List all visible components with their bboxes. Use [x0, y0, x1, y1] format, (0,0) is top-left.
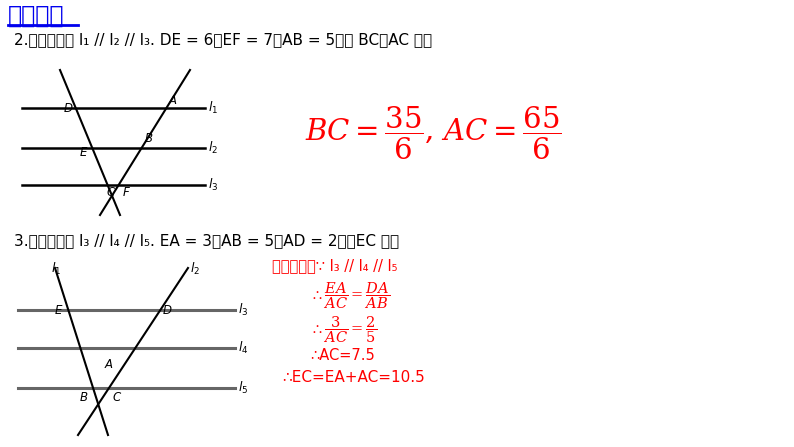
- Text: $l_1$: $l_1$: [51, 261, 61, 277]
- Text: $l_3$: $l_3$: [208, 177, 218, 193]
- Text: $l_3$: $l_3$: [238, 302, 249, 318]
- Text: $B$: $B$: [144, 132, 153, 146]
- Text: $\therefore\dfrac{3}{AC}=\dfrac{2}{5}$: $\therefore\dfrac{3}{AC}=\dfrac{2}{5}$: [310, 314, 377, 345]
- Text: $A$: $A$: [168, 93, 179, 106]
- Text: $\therefore\dfrac{EA}{AC}=\dfrac{DA}{AB}$: $\therefore\dfrac{EA}{AC}=\dfrac{DA}{AB}…: [310, 280, 391, 311]
- Text: $l_2$: $l_2$: [208, 140, 218, 156]
- Text: 2.如图，已知 l₁ // l₂ // l₃. DE = 6，EF = 7，AB = 5，求 BC，AC 的长: 2.如图，已知 l₁ // l₂ // l₃. DE = 6，EF = 7，AB…: [14, 32, 432, 47]
- Text: $C$: $C$: [106, 186, 116, 199]
- Text: $D$: $D$: [63, 102, 73, 115]
- Text: $C$: $C$: [112, 391, 122, 404]
- Text: $l_4$: $l_4$: [238, 340, 249, 356]
- Text: $B$: $B$: [79, 391, 88, 404]
- Text: $D$: $D$: [162, 304, 173, 316]
- Text: $A$: $A$: [104, 358, 114, 371]
- Text: $BC = \dfrac{35}{6}$, $AC = \dfrac{65}{6}$: $BC = \dfrac{35}{6}$, $AC = \dfrac{65}{6…: [305, 105, 561, 162]
- Text: ∴EC=EA+AC=10.5: ∴EC=EA+AC=10.5: [282, 370, 425, 385]
- Text: 拓展练习: 拓展练习: [8, 4, 64, 28]
- Text: $E$: $E$: [54, 304, 64, 316]
- Text: 3.如图，已知 l₃ // l₄ // l₅. EA = 3，AB = 5，AD = 2，求EC 的长: 3.如图，已知 l₃ // l₄ // l₅. EA = 3，AB = 5，AD…: [14, 233, 399, 248]
- Text: $l_5$: $l_5$: [238, 380, 249, 396]
- Text: 【解析】：∵ l₃ // l₄ // l₅: 【解析】：∵ l₃ // l₄ // l₅: [272, 258, 398, 273]
- Text: $E$: $E$: [79, 147, 89, 160]
- Text: $l_2$: $l_2$: [190, 261, 200, 277]
- Text: ∴AC=7.5: ∴AC=7.5: [310, 348, 375, 363]
- Text: $F$: $F$: [121, 186, 130, 199]
- Text: $l_1$: $l_1$: [208, 100, 218, 116]
